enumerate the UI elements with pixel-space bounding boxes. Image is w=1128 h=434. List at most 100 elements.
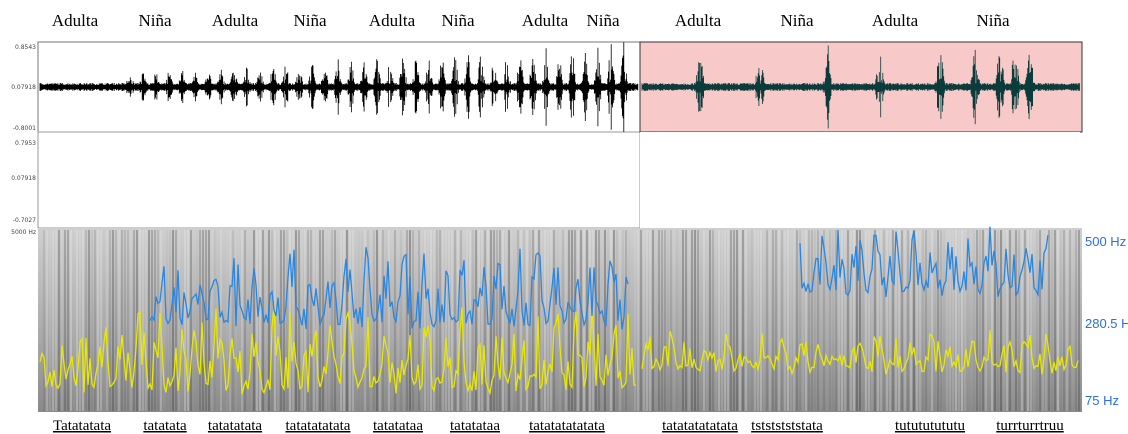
striation <box>760 230 762 411</box>
axis-label: 500 Hz <box>1085 234 1126 249</box>
striation <box>1063 230 1065 411</box>
striation <box>376 230 378 411</box>
axis-label: 5000 Hz <box>11 229 36 236</box>
axis-label: -0.7027 <box>13 217 36 224</box>
striation <box>769 230 771 411</box>
striation <box>313 230 315 411</box>
axis-label: 75 Hz <box>1085 393 1119 408</box>
striation <box>961 230 963 411</box>
striation <box>232 230 234 411</box>
striation <box>718 230 720 411</box>
syllable-label: tstststststata <box>751 418 823 434</box>
striation <box>124 230 126 411</box>
syllable-label: tatatataa <box>373 418 423 434</box>
striation <box>793 230 795 411</box>
striation <box>739 230 741 411</box>
speaker-label: Adulta <box>212 11 259 30</box>
striation <box>1069 230 1071 411</box>
speaker-label: Niña <box>586 11 620 30</box>
striation <box>259 230 261 411</box>
striation <box>577 230 579 411</box>
striation <box>691 230 693 411</box>
striation <box>640 230 642 411</box>
striation <box>772 230 774 411</box>
striation <box>778 230 780 411</box>
striation <box>310 230 312 411</box>
striation <box>100 230 102 411</box>
striation <box>610 230 612 411</box>
striation <box>64 230 66 411</box>
striation <box>1021 230 1023 411</box>
striation <box>643 230 645 411</box>
striation <box>580 230 582 411</box>
striation <box>448 230 450 411</box>
striation <box>328 230 330 411</box>
striation <box>103 230 105 411</box>
striation <box>1015 230 1017 411</box>
striation <box>115 230 117 411</box>
striation <box>868 230 870 411</box>
striation <box>646 230 648 411</box>
striation <box>904 230 906 411</box>
striation <box>127 230 129 411</box>
striation <box>97 230 99 411</box>
striation <box>997 230 999 411</box>
striation <box>142 230 144 411</box>
striation <box>145 230 147 411</box>
striation <box>805 230 807 411</box>
striation <box>85 230 87 411</box>
axis-label: 0.07918 <box>11 175 36 182</box>
axis-label: 280.5 H <box>1085 316 1128 331</box>
speaker-label: Adulta <box>522 11 569 30</box>
syllable-label: tatatatatata <box>286 418 351 434</box>
striation <box>445 230 447 411</box>
empty-panel <box>640 132 1080 228</box>
striation <box>964 230 966 411</box>
striation <box>388 230 390 411</box>
striation <box>589 230 591 411</box>
striation <box>238 230 240 411</box>
striation <box>817 230 819 411</box>
striation <box>958 230 960 411</box>
speaker-label: Adulta <box>872 11 919 30</box>
striation <box>61 230 63 411</box>
striation <box>295 230 297 411</box>
striation <box>484 230 486 411</box>
striation <box>598 230 600 411</box>
striation <box>502 230 504 411</box>
striation <box>763 230 765 411</box>
striation <box>385 230 387 411</box>
striation <box>1003 230 1005 411</box>
praat-figure: AdultaNiñaAdultaNiñaAdultaNiñaAdultaNiña… <box>0 0 1128 434</box>
striation <box>352 230 354 411</box>
striation <box>721 230 723 411</box>
striation <box>787 230 789 411</box>
striation <box>940 230 942 411</box>
striation <box>742 230 744 411</box>
striation <box>832 230 834 411</box>
striation <box>184 230 186 411</box>
syllable-label: turrturrtruu <box>996 418 1064 434</box>
striation <box>199 230 201 411</box>
striation <box>1078 230 1080 411</box>
striation <box>202 230 204 411</box>
striation <box>712 230 714 411</box>
striation <box>637 230 639 411</box>
striation <box>79 230 81 411</box>
axis-label: 0.7953 <box>15 140 36 147</box>
striation <box>196 230 198 411</box>
striation <box>754 230 756 411</box>
striation <box>970 230 972 411</box>
speaker-label: Niña <box>138 11 172 30</box>
striation <box>826 230 828 411</box>
striation <box>736 230 738 411</box>
striation <box>979 230 981 411</box>
syllable-label: tatatatatatata <box>662 418 738 434</box>
striation <box>427 230 429 411</box>
striation <box>325 230 327 411</box>
striation <box>934 230 936 411</box>
striation <box>175 230 177 411</box>
striation <box>613 230 615 411</box>
axis-label: 0.8543 <box>15 44 36 51</box>
striation <box>1000 230 1002 411</box>
